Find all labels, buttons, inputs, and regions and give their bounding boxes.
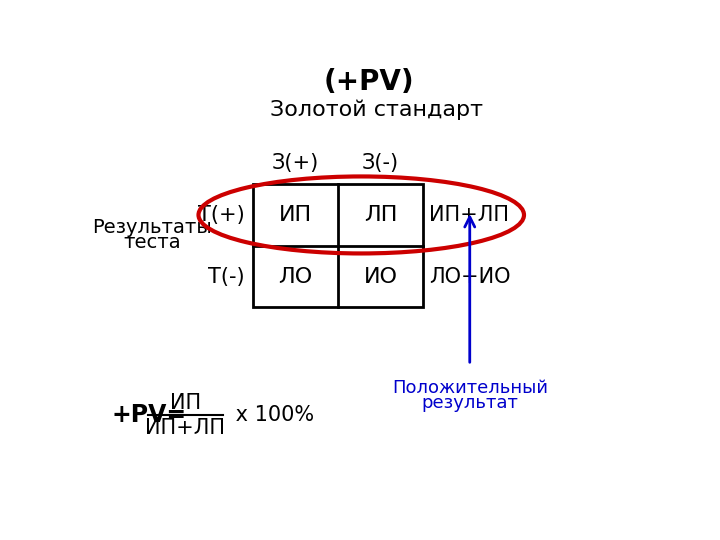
Text: Т(-): Т(-) [208, 267, 245, 287]
Bar [253, 184, 423, 307]
Text: теста: теста [123, 233, 181, 252]
Text: ИП+ЛП: ИП+ЛП [145, 418, 225, 438]
Text: (+PV): (+PV) [324, 68, 414, 96]
Text: х 100%: х 100% [229, 405, 314, 425]
Text: Т(+): Т(+) [198, 205, 245, 225]
Text: +PV=: +PV= [112, 403, 186, 427]
Text: ЛО: ЛО [278, 267, 312, 287]
Text: ЛП: ЛП [364, 205, 397, 225]
Text: ИП+ЛП: ИП+ЛП [429, 205, 510, 225]
Text: З(-): З(-) [362, 153, 399, 173]
Text: З(+): З(+) [271, 153, 319, 173]
Text: Золотой стандарт: Золотой стандарт [270, 99, 483, 120]
Text: Положительный: Положительный [392, 379, 548, 397]
Text: ЛО+ИО: ЛО+ИО [429, 267, 511, 287]
Text: ИП: ИП [279, 205, 312, 225]
Text: Результаты: Результаты [92, 218, 212, 237]
Text: ИО: ИО [364, 267, 397, 287]
Text: ИП: ИП [170, 393, 201, 413]
Text: результат: результат [421, 394, 518, 413]
